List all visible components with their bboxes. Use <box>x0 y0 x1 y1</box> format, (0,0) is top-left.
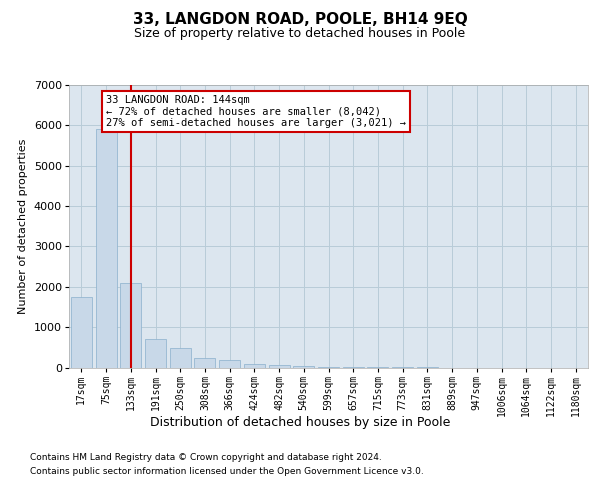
Bar <box>194 358 215 368</box>
Text: Contains HM Land Registry data © Crown copyright and database right 2024.: Contains HM Land Registry data © Crown c… <box>30 454 382 462</box>
Bar <box>145 339 166 368</box>
Y-axis label: Number of detached properties: Number of detached properties <box>19 138 28 314</box>
Bar <box>71 297 92 368</box>
Text: 33 LANGDON ROAD: 144sqm
← 72% of detached houses are smaller (8,042)
27% of semi: 33 LANGDON ROAD: 144sqm ← 72% of detache… <box>106 95 406 128</box>
Bar <box>244 364 265 368</box>
Bar <box>120 283 141 368</box>
Text: Size of property relative to detached houses in Poole: Size of property relative to detached ho… <box>134 28 466 40</box>
Bar <box>95 130 116 368</box>
Bar <box>219 360 240 368</box>
Text: Distribution of detached houses by size in Poole: Distribution of detached houses by size … <box>150 416 450 429</box>
Bar <box>293 366 314 368</box>
Bar <box>269 364 290 368</box>
Text: Contains public sector information licensed under the Open Government Licence v3: Contains public sector information licen… <box>30 467 424 476</box>
Bar <box>170 348 191 368</box>
Text: 33, LANGDON ROAD, POOLE, BH14 9EQ: 33, LANGDON ROAD, POOLE, BH14 9EQ <box>133 12 467 28</box>
